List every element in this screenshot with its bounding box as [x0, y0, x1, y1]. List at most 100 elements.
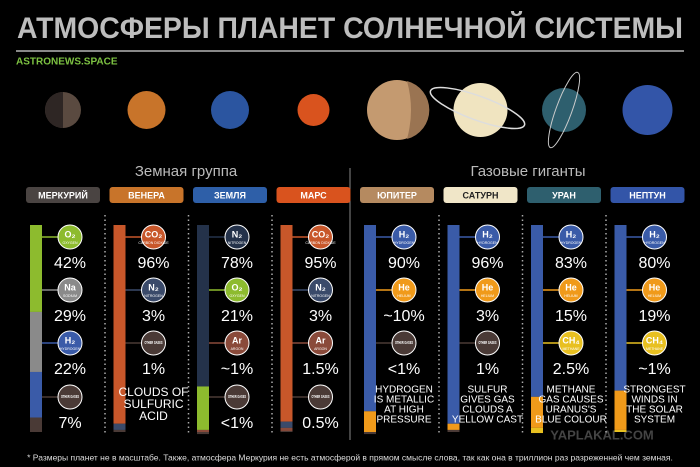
gas-percent: <1% [388, 361, 420, 378]
gas-badge [391, 277, 417, 303]
group-title: Газовые гиганты [470, 163, 585, 180]
planet [453, 83, 508, 137]
gas-percent: 96% [471, 255, 503, 272]
gas-name: HYDROGEN [60, 347, 81, 351]
gas-symbol: OTHER GASES [228, 394, 246, 399]
planet-name: МАРС [300, 190, 327, 200]
planet [542, 88, 586, 132]
gas-name: CARBON DIOXIDE [305, 241, 336, 245]
gas-symbol: OTHER GASES [61, 394, 79, 399]
gas-name: HELIUM [397, 294, 410, 298]
gas-badge [57, 330, 83, 356]
note-line: PRESSURE [376, 415, 431, 426]
planet [297, 94, 330, 126]
gas-symbol: OTHER GASES [145, 340, 163, 345]
note-line: SULFURIC [123, 397, 183, 411]
gas-percent: 80% [638, 255, 670, 272]
gas-name: HELIUM [564, 294, 577, 298]
gas-name: HELIUM [648, 294, 661, 298]
gas-badge [558, 330, 584, 356]
gas-name: NITROGEN [228, 241, 247, 245]
gas-symbol: N₂ [148, 282, 159, 292]
gas-name: OXYGEN [63, 241, 78, 245]
gas-symbol: CH₄ [646, 335, 663, 345]
gas-badge [642, 224, 667, 250]
planet-label-bg [193, 187, 267, 203]
watermark: YAPLAKAL.COM [550, 427, 654, 442]
planet [211, 91, 249, 129]
footnote: * Размеры планет не в масштабе. Также, а… [27, 452, 673, 462]
planet [622, 85, 673, 135]
note-line: AT HIGH [384, 405, 424, 416]
gas-badge [308, 224, 333, 250]
gas-symbol: Na [64, 282, 76, 292]
gas-name: HYDROGEN [561, 241, 582, 245]
gas-badge [224, 384, 250, 410]
bar-segment [30, 417, 42, 432]
bar-segment [364, 225, 376, 412]
gas-name: ARGON [231, 347, 244, 351]
note-line: STRONGEST [623, 385, 685, 396]
planet-shade [45, 92, 63, 128]
gas-name: SODIUM [63, 294, 77, 298]
gas-name: HELIUM [481, 294, 494, 298]
bar-segment [447, 225, 460, 424]
gas-name: OXYGEN [230, 294, 245, 298]
gas-badge [57, 277, 83, 303]
gas-percent: <1% [221, 415, 253, 432]
gas-percent: 1% [142, 361, 165, 378]
bar-segment [30, 371, 42, 418]
planet-label-bg [443, 187, 518, 203]
bar-segment [280, 421, 293, 428]
gas-badge [391, 330, 417, 356]
gas-percent: ~1% [221, 361, 253, 378]
gas-badge [141, 277, 166, 303]
gas-percent: 15% [555, 308, 587, 325]
gas-symbol: OTHER GASES [395, 340, 413, 345]
bar-segment [113, 225, 126, 424]
gas-percent: 1% [476, 361, 499, 378]
gas-name: HYDROGEN [477, 241, 498, 245]
gas-symbol: H₂ [566, 229, 577, 239]
bar-segment [614, 390, 627, 430]
bar-segment [280, 225, 293, 422]
note-line: CLOUDS OF [118, 385, 188, 399]
planet-name: НЕПТУН [629, 190, 666, 200]
gas-percent: 2.5% [553, 361, 589, 378]
bar-segment [197, 386, 209, 430]
gas-percent: 78% [221, 255, 253, 272]
gas-badge [475, 330, 500, 356]
gas-percent: 83% [555, 255, 587, 272]
note-line: URANUS'S [546, 405, 597, 416]
note-line: BLUE COLOUR [535, 415, 607, 426]
gas-badge [558, 224, 584, 250]
gas-badge [57, 224, 83, 250]
title: АТМОСФЕРЫ ПЛАНЕТ СОЛНЕЧНОЙ СИСТЕМЫ [17, 11, 683, 45]
gas-symbol: Ar [232, 335, 242, 345]
gas-name: METHANE [646, 347, 664, 351]
planet-name: САТУРН [463, 190, 499, 200]
gas-symbol: H₂ [65, 335, 76, 345]
gas-name: NITROGEN [144, 294, 163, 298]
gas-symbol: He [398, 282, 410, 292]
planet-label-bg [610, 187, 685, 203]
bar-segment [531, 427, 543, 434]
gas-symbol: He [482, 282, 494, 292]
gas-name: CARBON DIOXIDE [138, 241, 169, 245]
planet-name: ВЕНЕРА [128, 190, 165, 200]
gas-name: ARGON [314, 347, 327, 351]
gas-symbol: He [649, 282, 661, 292]
gas-badge [141, 224, 166, 250]
gas-symbol: He [565, 282, 577, 292]
gas-badge [558, 277, 584, 303]
gas-percent: ~1% [638, 361, 670, 378]
gas-badge [224, 330, 250, 356]
note-line: GAS CAUSES [538, 395, 603, 406]
planet-name: МЕРКУРИЙ [38, 189, 88, 200]
planet-ring [429, 86, 526, 130]
gas-name: HYDROGEN [644, 241, 665, 245]
note-line: SYSTEM [634, 415, 675, 426]
planet-ring [547, 71, 581, 149]
gas-percent: 21% [221, 308, 253, 325]
note-line: YELLOW CAST [452, 415, 523, 426]
